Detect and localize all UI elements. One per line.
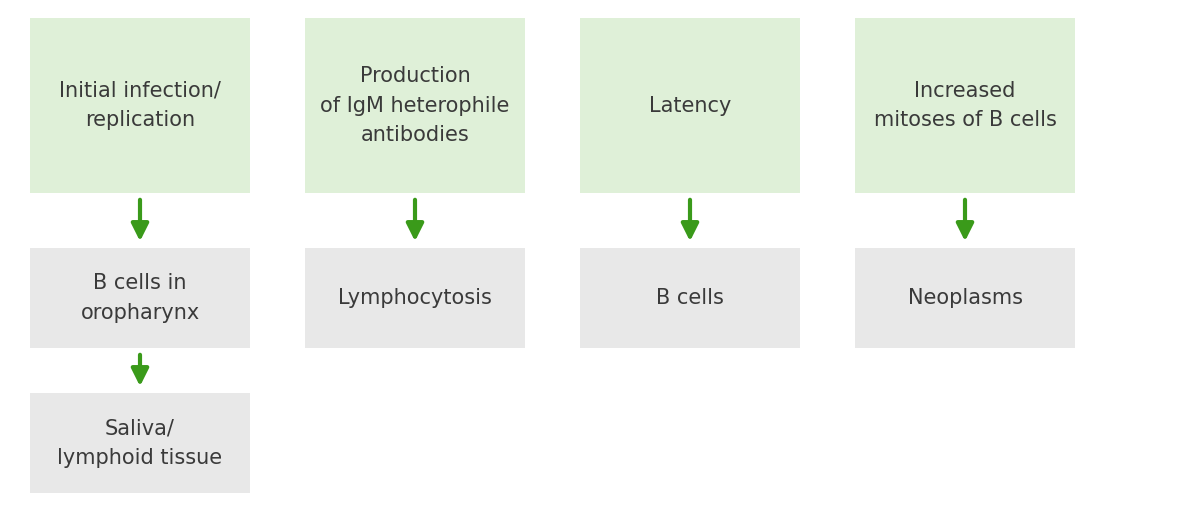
Text: B cells: B cells [656,288,724,308]
Text: B cells in
oropharynx: B cells in oropharynx [80,273,199,323]
Text: Neoplasms: Neoplasms [907,288,1022,308]
FancyBboxPatch shape [30,18,250,193]
Text: Latency: Latency [649,95,731,116]
Text: Increased
mitoses of B cells: Increased mitoses of B cells [874,81,1056,130]
FancyBboxPatch shape [305,18,526,193]
Text: Initial infection/
replication: Initial infection/ replication [59,81,221,130]
FancyBboxPatch shape [580,248,800,348]
Text: Production
of IgM heterophile
antibodies: Production of IgM heterophile antibodies [320,66,510,145]
FancyBboxPatch shape [854,18,1075,193]
Text: Saliva/
lymphoid tissue: Saliva/ lymphoid tissue [58,418,222,468]
FancyBboxPatch shape [854,248,1075,348]
FancyBboxPatch shape [30,393,250,493]
FancyBboxPatch shape [30,248,250,348]
FancyBboxPatch shape [580,18,800,193]
Text: Lymphocytosis: Lymphocytosis [338,288,492,308]
FancyBboxPatch shape [305,248,526,348]
